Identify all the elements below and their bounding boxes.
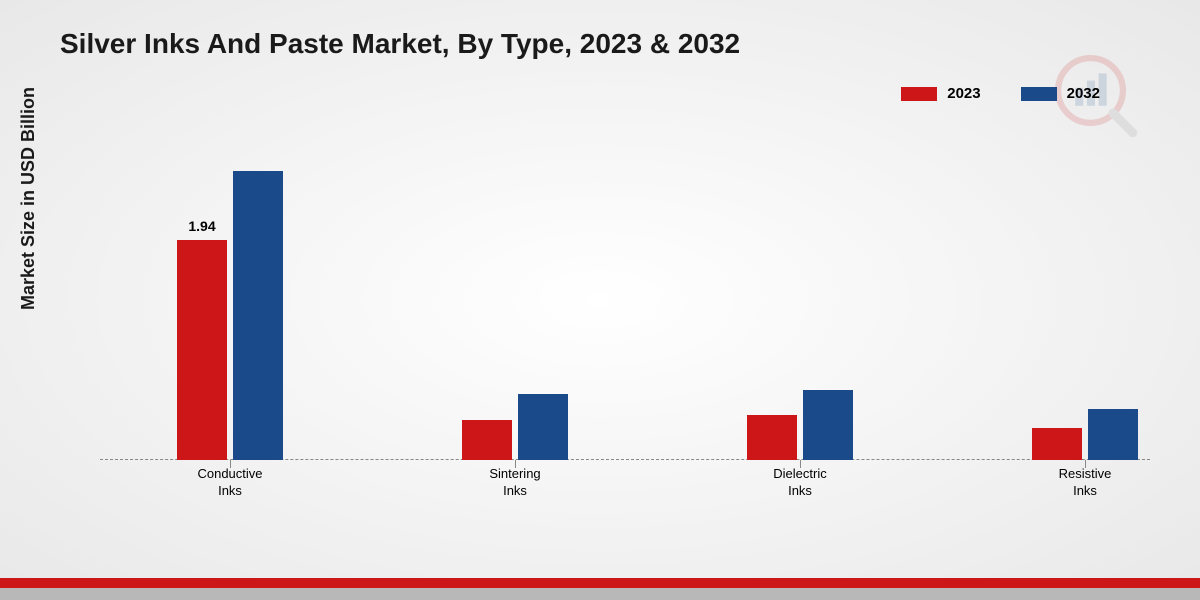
- bar: 1.94: [177, 240, 227, 460]
- bar-group: [995, 409, 1175, 460]
- category-label: Dielectric Inks: [710, 466, 890, 500]
- legend-swatch-2023: [901, 87, 937, 101]
- bar: [518, 394, 568, 460]
- bar: [747, 415, 797, 460]
- bar-group: 1.94: [140, 171, 320, 460]
- bar: [1032, 428, 1082, 460]
- axis-tick: [1085, 460, 1086, 468]
- legend-item-2023: 2023: [901, 85, 980, 102]
- bar-value-label: 1.94: [188, 218, 215, 234]
- y-axis-label: Market Size in USD Billion: [18, 87, 39, 310]
- chart-title: Silver Inks And Paste Market, By Type, 2…: [60, 28, 740, 60]
- legend-item-2032: 2032: [1021, 85, 1100, 102]
- footer-bar-red: [0, 578, 1200, 588]
- legend-swatch-2032: [1021, 87, 1057, 101]
- bar: [233, 171, 283, 460]
- legend-label-2032: 2032: [1067, 85, 1100, 102]
- bar: [1088, 409, 1138, 460]
- legend: 2023 2032: [901, 85, 1100, 102]
- axis-tick: [230, 460, 231, 468]
- bar: [462, 420, 512, 460]
- category-label: Sintering Inks: [425, 466, 605, 500]
- category-label: Resistive Inks: [995, 466, 1175, 500]
- footer-bar-grey: [0, 588, 1200, 600]
- category-label: Conductive Inks: [140, 466, 320, 500]
- bar-group: [425, 394, 605, 460]
- chart-plot-area: 1.94 Conductive Inks Sintering Inks Dielect…: [100, 120, 1150, 500]
- axis-tick: [800, 460, 801, 468]
- bar: [803, 390, 853, 460]
- axis-tick: [515, 460, 516, 468]
- bar-group: [710, 390, 890, 460]
- legend-label-2023: 2023: [947, 85, 980, 102]
